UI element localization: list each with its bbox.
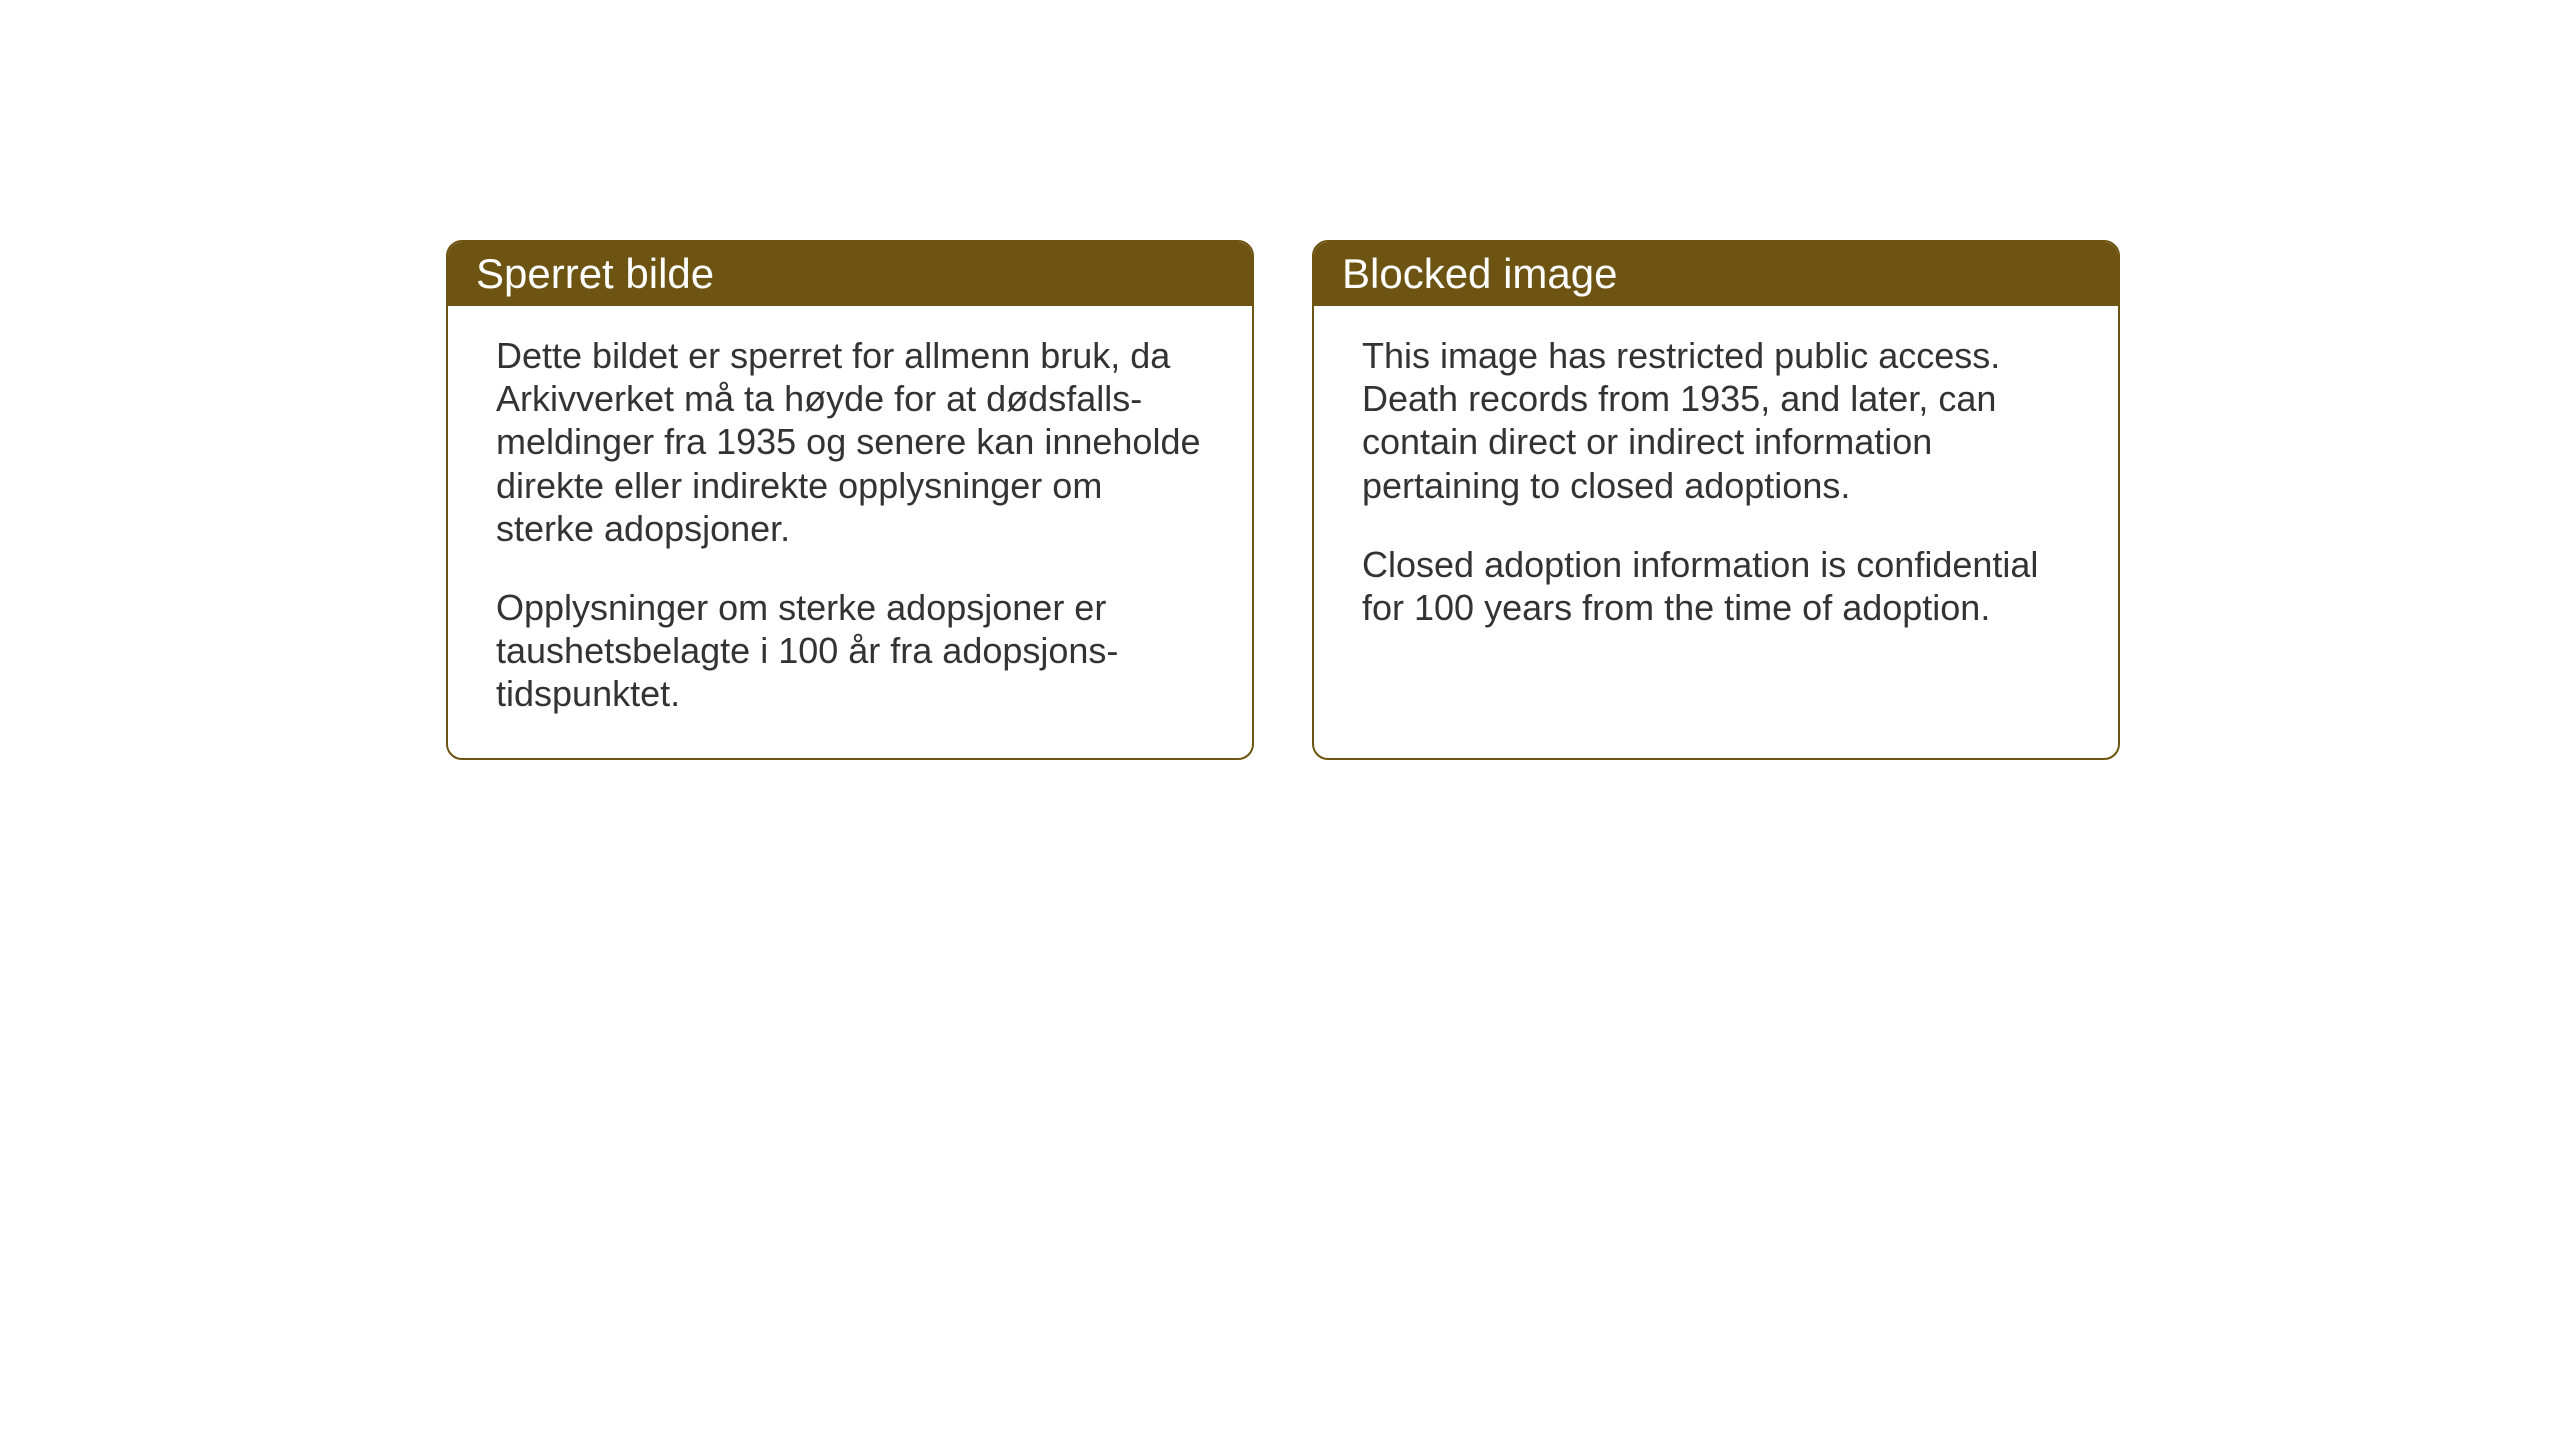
card-header-norwegian: Sperret bilde	[448, 242, 1252, 306]
card-english: Blocked image This image has restricted …	[1312, 240, 2120, 760]
card-norwegian: Sperret bilde Dette bildet er sperret fo…	[446, 240, 1254, 760]
card-paragraph-1-english: This image has restricted public access.…	[1362, 334, 2070, 507]
card-title-norwegian: Sperret bilde	[476, 250, 714, 297]
card-body-norwegian: Dette bildet er sperret for allmenn bruk…	[448, 306, 1252, 758]
card-header-english: Blocked image	[1314, 242, 2118, 306]
card-paragraph-2-norwegian: Opplysninger om sterke adopsjoner er tau…	[496, 586, 1204, 716]
card-paragraph-2-english: Closed adoption information is confident…	[1362, 543, 2070, 629]
card-paragraph-1-norwegian: Dette bildet er sperret for allmenn bruk…	[496, 334, 1204, 550]
card-body-english: This image has restricted public access.…	[1314, 306, 2118, 671]
cards-container: Sperret bilde Dette bildet er sperret fo…	[446, 240, 2120, 760]
card-title-english: Blocked image	[1342, 250, 1617, 297]
